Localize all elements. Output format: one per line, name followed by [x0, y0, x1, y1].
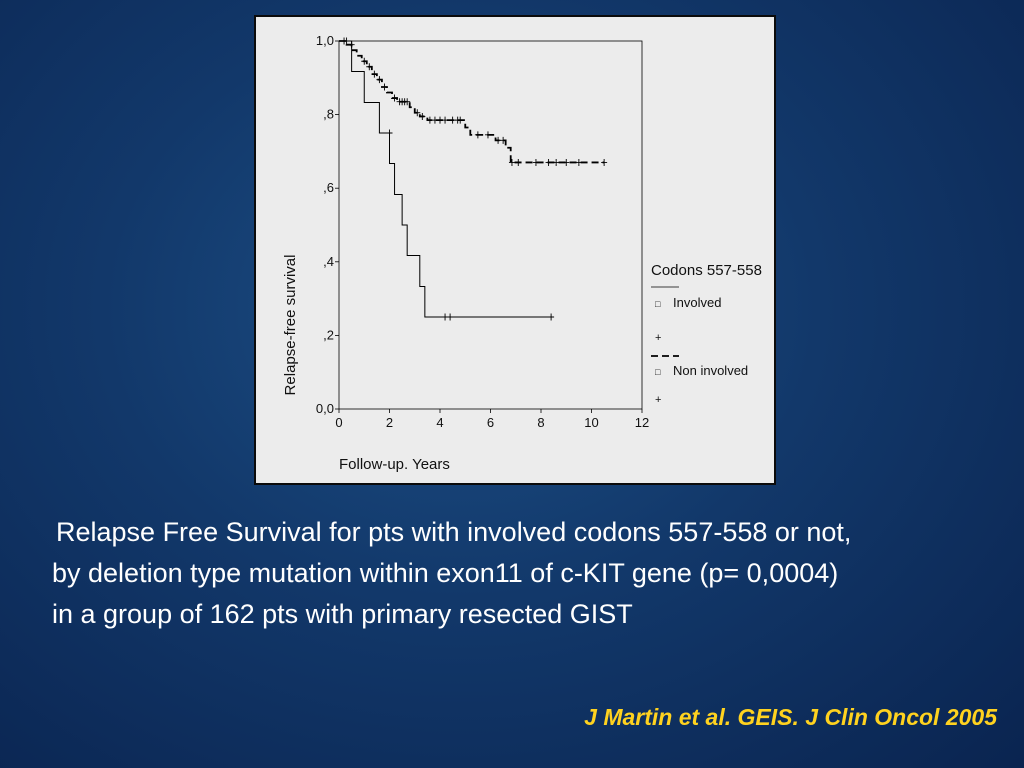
series-non-involved-censor-mark — [495, 136, 502, 144]
series-non-involved-censor-mark — [371, 70, 378, 78]
caption-line-3: in a group of 162 pts with primary resec… — [52, 599, 633, 629]
series-non-involved-censor-mark — [419, 112, 426, 120]
series-non-involved-censor-mark — [404, 98, 411, 106]
series-non-involved-censor-mark — [437, 116, 443, 124]
series-non-involved-censor-mark — [431, 116, 438, 124]
series-non-involved-censor-mark — [442, 116, 449, 124]
legend-marker-involved: □ — [655, 299, 661, 309]
legend-title: Codons 557-558 — [651, 262, 762, 279]
x-axis-label: Follow-up. Years — [339, 456, 450, 473]
series-non-involved-censor-mark — [553, 158, 560, 166]
x-tick-label: 2 — [386, 415, 393, 430]
caption-line-2: by deletion type mutation within exon11 … — [52, 558, 839, 588]
series-non-involved-censor-mark — [601, 158, 608, 166]
plot-frame — [338, 40, 643, 410]
y-tick-label: ,8 — [323, 107, 334, 122]
survival-chart: 0 2 4 6 8 10 12 0,0 ,2 ,4 ,6 ,8 1,0 Follow-up. Years R… — [282, 33, 762, 473]
series-non-involved-censor-mark — [426, 116, 433, 124]
x-tick-label: 0 — [335, 415, 342, 430]
x-tick-label: 10 — [584, 415, 598, 430]
legend-label-involved: Involved — [673, 295, 721, 310]
x-tick-label: 4 — [436, 415, 443, 430]
legend-marker-non-involved: □ — [655, 367, 661, 377]
y-tick-label: ,6 — [323, 180, 334, 195]
series-non-involved-censor-mark — [366, 63, 373, 71]
series-non-involved-censor-mark — [508, 158, 515, 166]
series-non-involved-censor-mark — [348, 41, 355, 49]
series-non-involved-censor-mark — [563, 158, 570, 166]
citation: J Martin et al. GEIS. J Clin Oncol 2005 — [584, 704, 997, 730]
series-non-involved-censor-mark — [532, 158, 539, 166]
series-non-involved-censor-mark — [515, 158, 522, 166]
legend-censor-involved: + — [655, 332, 661, 344]
y-tick-label: 0,0 — [316, 401, 334, 416]
series-non-involved-censor-mark — [484, 131, 491, 139]
series-non-involved-censor-mark — [500, 136, 507, 144]
series-non-involved-censor-mark — [381, 83, 388, 91]
series-non-involved-censor-mark — [457, 116, 464, 124]
series-involved-censor-mark — [386, 129, 393, 137]
series-non-involved-censor-mark — [575, 158, 582, 166]
y-tick-label: ,4 — [323, 254, 334, 269]
y-tick-label: 1,0 — [316, 33, 334, 48]
caption-line-1: Relapse Free Survival for pts with invol… — [56, 517, 852, 547]
series-involved-censor-mark — [548, 313, 555, 321]
series-involved-censor-mark — [447, 313, 454, 321]
x-tick-label: 12 — [635, 415, 649, 430]
y-tick-label: ,2 — [323, 327, 334, 342]
y-axis-label: Relapse-free survival — [282, 255, 299, 396]
series-non-involved-censor-mark — [449, 116, 456, 124]
legend-censor-non-involved: + — [655, 394, 661, 406]
legend-label-non-involved: Non involved — [673, 363, 748, 378]
x-tick-label: 8 — [537, 415, 544, 430]
chart-panel: 0 2 4 6 8 10 12 0,0 ,2 ,4 ,6 ,8 1,0 Follow-up. Years R… — [254, 15, 776, 485]
series-non-involved-censor-mark — [376, 76, 383, 84]
x-tick-label: 6 — [487, 415, 494, 430]
series-non-involved-censor-mark — [391, 94, 398, 102]
series-non-involved-line — [339, 40, 605, 164]
series-involved-line — [339, 40, 552, 318]
series-non-involved-censor-mark — [343, 37, 350, 45]
series-non-involved-censor-mark — [414, 109, 421, 117]
series-non-involved-censor-mark — [474, 131, 481, 139]
series-non-involved-censor-mark — [545, 158, 552, 166]
caption: Relapse Free Survival for pts with invol… — [52, 512, 1002, 635]
series-involved-censor-mark — [442, 313, 449, 321]
series-non-involved-censor-mark — [361, 57, 368, 65]
